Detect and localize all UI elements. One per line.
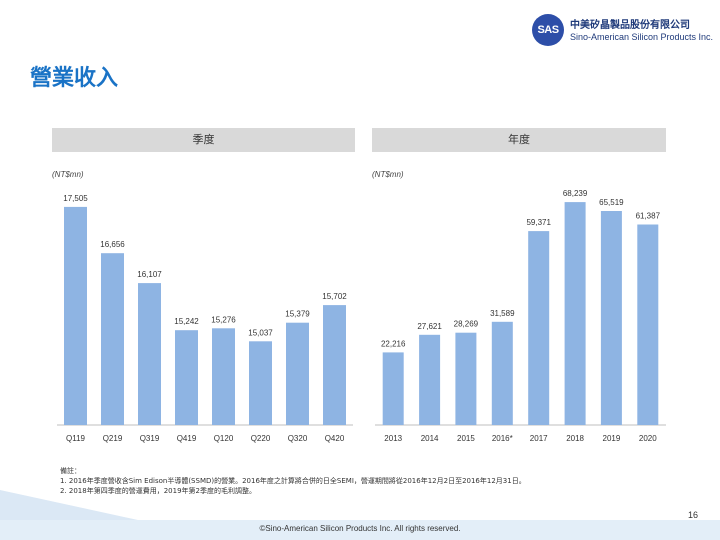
q-bar-Q419	[175, 330, 198, 425]
q-value-label-Q420: 15,702	[322, 292, 347, 301]
a-tick-label-2018: 2018	[566, 434, 584, 443]
page-title: 營業收入	[30, 66, 119, 91]
a-bar-2018	[564, 202, 586, 425]
q-tick-label-Q220: Q220	[251, 434, 271, 443]
a-bar-2013	[382, 352, 404, 425]
quarterly-panel-header: 季度	[52, 128, 355, 152]
a-bar-2016*	[491, 321, 513, 425]
a-tick-label-2017: 2017	[530, 434, 548, 443]
footnote-1: 1. 2016年季度營收含Sim Edison半導體(SSMD)的營業。2016…	[60, 477, 526, 485]
q-tick-label-Q219: Q219	[103, 434, 123, 443]
a-tick-label-2020: 2020	[639, 434, 657, 443]
a-value-label-2013: 22,216	[381, 339, 406, 348]
a-bar-2020	[637, 224, 659, 425]
a-value-label-2019: 65,519	[599, 198, 624, 207]
q-tick-label-Q420: Q420	[325, 434, 345, 443]
q-value-label-Q219: 16,656	[100, 240, 125, 249]
a-bar-2015	[455, 332, 477, 425]
q-bar-Q219	[101, 253, 124, 425]
q-bar-Q119	[64, 206, 87, 425]
q-value-label-Q319: 16,107	[137, 270, 162, 279]
q-tick-label-Q320: Q320	[288, 434, 308, 443]
a-bar-2014	[419, 334, 441, 425]
company-logo: SAS 中美矽晶製品股份有限公司 Sino-American Silicon P…	[532, 14, 714, 48]
q-value-label-Q220: 15,037	[248, 328, 273, 337]
annual-revenue-chart: 22,216 2013 27,621 2014 28,269 2015 31,589 2016…	[375, 189, 666, 443]
q-tick-label-Q319: Q319	[140, 434, 160, 443]
footnote-heading: 備註：	[60, 467, 81, 475]
q-tick-label-Q120: Q120	[214, 434, 234, 443]
annual-panel-header: 年度	[372, 128, 666, 152]
footer-bar	[0, 520, 720, 540]
quarterly-revenue-chart: 17,505 Q119 16,656 Q219 16,107 Q319 15,242 Q419…	[57, 194, 353, 443]
a-tick-label-2015: 2015	[457, 434, 475, 443]
page-number: 16	[688, 510, 699, 520]
a-value-label-2017: 59,371	[526, 218, 551, 227]
logo-name-zh: 中美矽晶製品股份有限公司	[570, 20, 690, 31]
a-value-label-2016*: 31,589	[490, 309, 515, 318]
q-tick-label-Q119: Q119	[66, 434, 86, 443]
a-bar-2017	[528, 231, 550, 425]
a-tick-label-2016*: 2016*	[492, 434, 513, 443]
annual-unit-label: (NT$mn)	[372, 170, 404, 179]
revenue-charts: 17,505 Q119 16,656 Q219 16,107 Q319 15,242 Q419…	[57, 189, 666, 443]
a-tick-label-2013: 2013	[384, 434, 402, 443]
q-bar-Q220	[249, 341, 272, 425]
q-value-label-Q320: 15,379	[285, 310, 310, 319]
quarterly-unit-label: (NT$mn)	[52, 170, 84, 179]
q-value-label-Q120: 15,276	[211, 315, 236, 324]
a-tick-label-2019: 2019	[603, 434, 621, 443]
a-value-label-2020: 61,387	[636, 212, 661, 221]
q-value-label-Q419: 15,242	[174, 317, 199, 326]
copyright: ©Sino-American Silicon Products Inc. All…	[259, 524, 461, 533]
q-tick-label-Q419: Q419	[177, 434, 197, 443]
a-value-label-2014: 27,621	[417, 322, 442, 331]
q-bar-Q320	[286, 322, 309, 425]
q-bar-Q120	[212, 328, 235, 425]
q-bar-Q319	[138, 283, 161, 425]
q-value-label-Q119: 17,505	[63, 194, 88, 203]
a-tick-label-2014: 2014	[421, 434, 439, 443]
a-bar-2019	[600, 211, 622, 425]
logo-mark: SAS	[532, 14, 564, 46]
logo-name-en: Sino-American Silicon Products Inc.	[570, 32, 714, 42]
q-bar-Q420	[323, 305, 346, 425]
a-value-label-2018: 68,239	[563, 189, 588, 198]
a-value-label-2015: 28,269	[454, 320, 479, 329]
